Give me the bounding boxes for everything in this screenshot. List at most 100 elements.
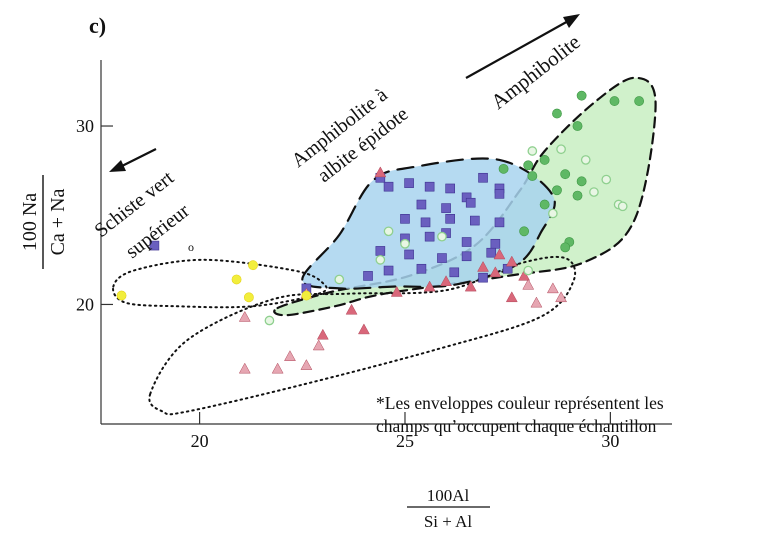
data-point-triangle-1-1 (440, 275, 452, 287)
data-point-square-0-20 (461, 237, 472, 247)
data-point-square-0-13 (420, 217, 431, 228)
data-point-circle-open-4-11 (375, 254, 386, 265)
note-line-1: *Les enveloppes couleur représentent les (376, 393, 664, 413)
envelope-dotted-3 (148, 255, 577, 416)
y-label-numerator: 100 Na (19, 193, 41, 251)
data-point-square-0-11 (465, 197, 476, 208)
data-point-circle-3-7 (539, 155, 550, 165)
data-point-triangle-1-4 (493, 248, 506, 260)
x-label-numerator: 100Al (427, 486, 470, 505)
data-point-square-0-29 (449, 267, 460, 278)
arrow-up-right-icon (465, 14, 580, 79)
data-point-triangle-2-0 (238, 310, 251, 322)
data-point-triangle-2-8 (530, 296, 543, 308)
amphibolite-label: Amphibolite (486, 30, 584, 114)
data-point-triangle-2-4 (312, 339, 325, 351)
data-point-circle-5-3 (231, 274, 242, 285)
data-point-triangle-1-7 (423, 280, 436, 292)
data-point-circle-3-16 (519, 226, 530, 237)
axes (100, 60, 672, 425)
note-line-2: champs qu’occupent chaque échantillon (376, 416, 657, 436)
envelope-dotted-2 (112, 258, 328, 309)
data-point-square-0-18 (424, 231, 435, 242)
data-point-square-0-5 (445, 183, 455, 194)
data-point-triangle-1-6 (518, 269, 531, 281)
data-point-triangle-1-8 (390, 285, 403, 297)
data-point-square-0-30 (478, 272, 488, 283)
data-point-circle-open-4-4 (589, 187, 599, 197)
data-point-square-0-10 (441, 203, 451, 213)
x-tick-label-20: 20 (191, 431, 209, 451)
data-point-circle-5-1 (248, 260, 258, 271)
stray-marker-label: o (188, 240, 194, 254)
data-point-circle-open-4-2 (580, 155, 591, 165)
data-point-triangle-2-2 (284, 350, 296, 361)
data-point-circle-3-2 (609, 96, 620, 106)
panel-label: c) (89, 13, 106, 38)
data-point-triangle-1-13 (316, 328, 329, 340)
data-point-circle-open-4-0 (527, 146, 538, 156)
data-point-square-0-0 (149, 240, 160, 251)
arrow-down-left-icon (109, 148, 157, 172)
data-point-circle-open-4-13 (264, 315, 275, 326)
y-tick-label-30: 30 (76, 116, 94, 136)
data-point-circle-open-4-3 (601, 174, 612, 185)
x-tick-label-25: 25 (396, 431, 414, 451)
data-point-circle-5-4 (301, 290, 312, 301)
data-point-square-0-9 (416, 199, 427, 210)
data-point-circle-open-4-9 (383, 226, 394, 237)
data-point-square-0-25 (461, 251, 472, 262)
data-point-square-0-34 (494, 189, 505, 199)
data-point-square-0-16 (494, 217, 505, 228)
data-point-square-0-14 (445, 214, 455, 224)
y-axis-label: 100 Na Ca + Na (19, 175, 69, 269)
data-point-circle-open-4-6 (617, 201, 628, 212)
data-point-circle-3-9 (560, 169, 571, 180)
data-point-triangle-1-3 (477, 260, 489, 272)
data-point-triangle-2-5 (238, 362, 251, 374)
data-point-circle-3-4 (572, 121, 583, 131)
data-point-square-0-28 (416, 263, 427, 274)
data-point-triangle-2-10 (522, 278, 535, 290)
data-point-circle-3-6 (523, 160, 534, 171)
data-point-square-0-4 (424, 181, 435, 192)
data-point-circle-open-4-10 (400, 238, 410, 249)
data-point-circle-3-12 (572, 190, 583, 201)
data-point-triangle-2-1 (271, 362, 284, 374)
data-point-circle-open-4-7 (548, 208, 558, 219)
data-point-triangle-1-9 (505, 291, 518, 303)
data-point-circle-3-11 (552, 185, 562, 196)
data-point-square-0-21 (490, 238, 501, 249)
data-point-circle-3-3 (634, 96, 645, 106)
data-point-square-0-22 (375, 246, 386, 256)
data-point-triangle-2-7 (546, 282, 559, 294)
data-point-circle-3-15 (560, 242, 571, 253)
data-point-square-0-15 (470, 215, 480, 226)
y-label-denominator: Ca + Na (47, 188, 69, 255)
data-points (116, 90, 645, 374)
data-point-triangle-2-3 (300, 359, 313, 370)
data-point-circle-open-4-12 (334, 274, 345, 285)
x-label-denominator: Si + Al (424, 512, 473, 531)
data-point-square-0-3 (404, 178, 414, 188)
data-point-circle-3-0 (552, 108, 562, 119)
data-point-circle-3-8 (527, 171, 538, 181)
data-point-triangle-1-2 (464, 280, 477, 292)
data-point-triangle-1-5 (505, 255, 518, 267)
data-point-circle-5-0 (116, 290, 127, 301)
data-point-triangle-1-12 (357, 323, 370, 335)
data-point-triangle-1-11 (345, 303, 358, 315)
data-point-circle-5-2 (243, 292, 254, 303)
data-point-circle-3-1 (576, 90, 587, 101)
data-point-circle-open-4-14 (523, 265, 534, 276)
data-point-triangle-1-10 (489, 266, 502, 278)
data-point-circle-open-4-1 (556, 144, 566, 155)
axis-ticks: 20 25 30 20 30 (76, 116, 619, 451)
data-point-square-0-7 (478, 172, 488, 183)
data-point-circle-open-4-8 (437, 231, 447, 242)
data-point-square-0-26 (486, 247, 497, 258)
data-point-square-0-23 (404, 249, 414, 260)
data-point-triangle-2-9 (555, 291, 568, 303)
data-point-square-0-33 (363, 271, 373, 281)
